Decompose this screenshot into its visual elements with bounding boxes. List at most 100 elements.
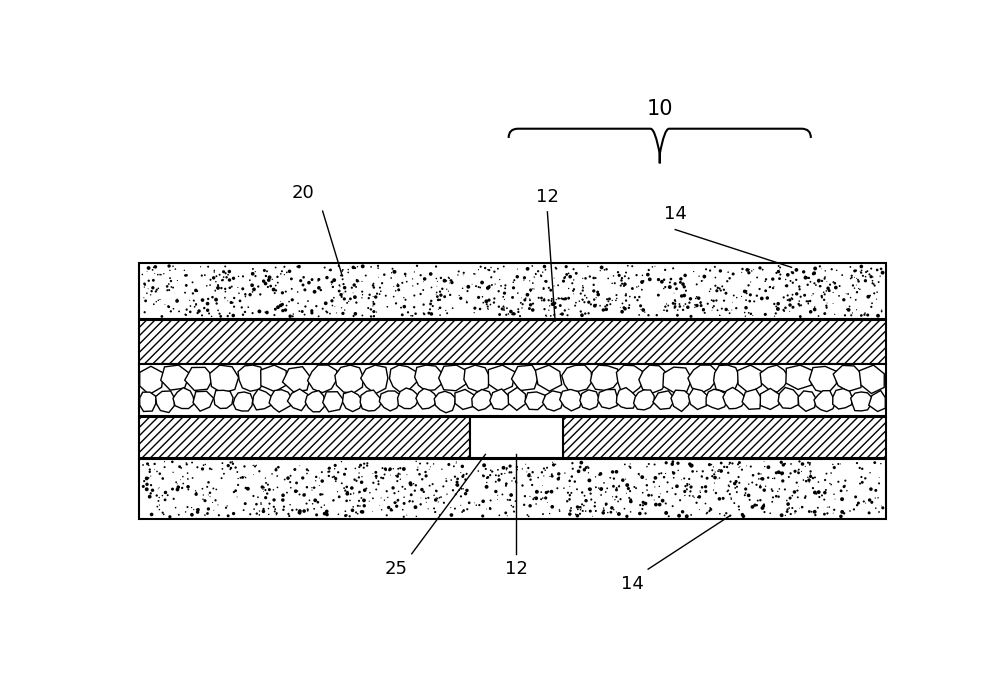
Point	[191, 305, 207, 316]
Point	[184, 502, 200, 513]
Point	[797, 271, 813, 282]
Point	[603, 507, 619, 518]
Point	[723, 493, 739, 505]
Point	[552, 505, 568, 516]
Point	[284, 283, 300, 294]
Point	[610, 496, 626, 507]
Point	[782, 493, 798, 504]
Point	[634, 472, 650, 483]
Point	[150, 496, 166, 507]
Point	[687, 302, 703, 313]
Point	[178, 270, 194, 281]
Point	[418, 493, 434, 504]
Point	[503, 489, 519, 500]
Point	[675, 506, 691, 517]
Point	[691, 271, 707, 282]
Point	[664, 482, 680, 493]
Point	[368, 471, 384, 482]
Point	[438, 473, 454, 484]
Point	[588, 273, 604, 284]
Point	[712, 508, 728, 519]
Point	[785, 302, 801, 313]
Point	[629, 269, 645, 280]
Point	[279, 300, 295, 311]
Point	[186, 295, 202, 306]
Point	[526, 283, 542, 294]
Point	[807, 506, 823, 517]
Point	[356, 462, 372, 473]
Point	[522, 295, 538, 306]
Point	[535, 266, 551, 278]
Point	[225, 297, 241, 308]
Point	[234, 302, 250, 313]
Point	[226, 508, 242, 519]
Point	[406, 478, 422, 489]
Point	[480, 303, 496, 314]
Point	[257, 484, 273, 496]
Point	[547, 298, 563, 309]
Point	[226, 486, 242, 498]
Point	[460, 281, 476, 292]
Bar	[470, 418, 563, 457]
Point	[479, 473, 495, 484]
Point	[783, 509, 799, 520]
Point	[536, 283, 552, 294]
Point	[598, 498, 614, 509]
Point	[510, 304, 526, 315]
Polygon shape	[634, 390, 654, 410]
Point	[841, 304, 857, 315]
Point	[265, 484, 281, 496]
Point	[618, 290, 634, 301]
Point	[188, 285, 204, 296]
Point	[448, 457, 464, 468]
Point	[760, 472, 776, 483]
Point	[453, 483, 469, 494]
Point	[802, 457, 818, 468]
Point	[619, 511, 635, 522]
Polygon shape	[663, 367, 692, 393]
Point	[544, 294, 560, 305]
Point	[139, 288, 155, 299]
Point	[590, 287, 606, 298]
Point	[480, 301, 496, 312]
Point	[818, 301, 834, 312]
Point	[385, 463, 401, 474]
Point	[255, 484, 271, 495]
Polygon shape	[814, 391, 836, 412]
Point	[347, 262, 363, 273]
Point	[178, 507, 194, 518]
Point	[682, 486, 698, 497]
Point	[506, 506, 522, 517]
Point	[276, 501, 292, 512]
Point	[308, 471, 324, 482]
Point	[779, 280, 795, 291]
Point	[856, 496, 872, 507]
Point	[795, 459, 811, 470]
Point	[279, 487, 295, 498]
Point	[623, 496, 639, 507]
Point	[738, 302, 754, 313]
Point	[861, 507, 877, 518]
Point	[667, 296, 683, 307]
Point	[190, 504, 206, 515]
Point	[246, 285, 262, 296]
Point	[775, 475, 791, 486]
Point	[617, 271, 633, 282]
Point	[296, 489, 312, 500]
Point	[299, 464, 315, 475]
Point	[145, 282, 161, 294]
Point	[542, 301, 558, 312]
Point	[843, 292, 859, 303]
Point	[247, 461, 263, 472]
Point	[259, 488, 275, 499]
Point	[359, 460, 375, 471]
Point	[850, 274, 866, 285]
Point	[677, 298, 693, 310]
Point	[757, 309, 773, 320]
Point	[677, 486, 693, 497]
Point	[647, 473, 663, 484]
Point	[823, 479, 839, 490]
Point	[700, 298, 716, 310]
Point	[722, 489, 738, 500]
Point	[768, 491, 784, 502]
